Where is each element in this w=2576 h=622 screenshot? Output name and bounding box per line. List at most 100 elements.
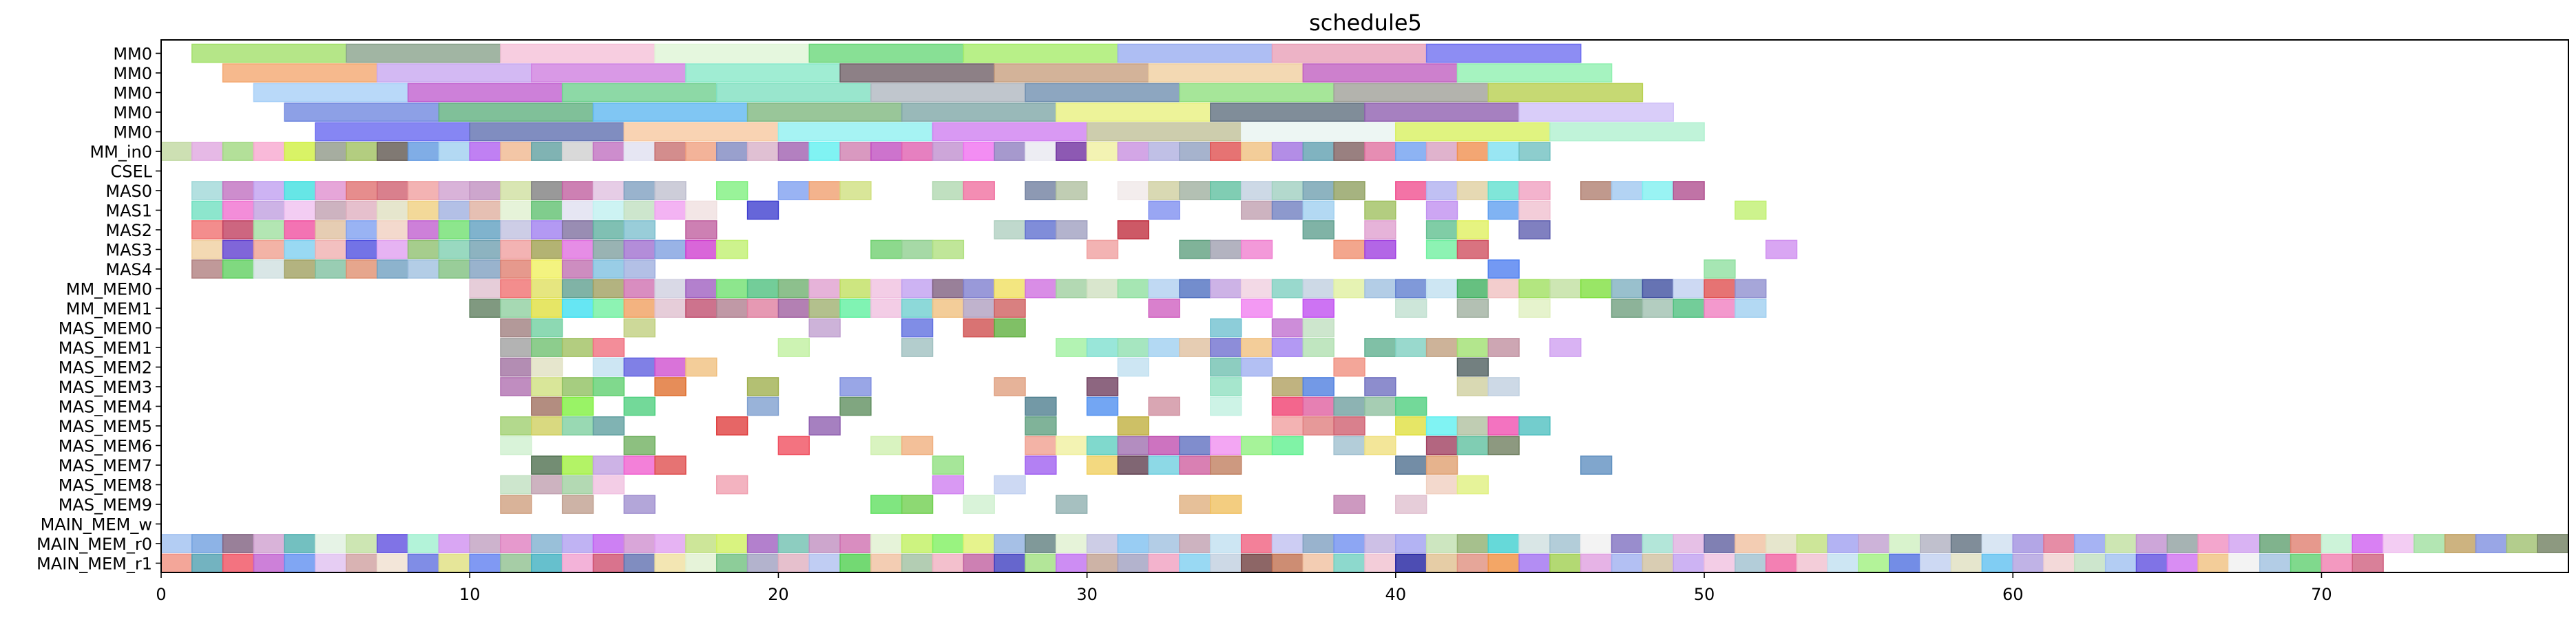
task-bar: [808, 553, 841, 573]
task-bar: [438, 142, 470, 161]
task-bar: [1673, 279, 1705, 299]
task-bar: [746, 299, 779, 318]
task-bar: [531, 455, 563, 475]
task-bar: [623, 181, 656, 200]
task-bar: [1025, 181, 1057, 200]
task-bar: [932, 142, 965, 161]
task-bar: [1179, 142, 1211, 161]
task-bar: [1179, 279, 1211, 299]
task-bar: [1364, 220, 1396, 239]
task-bar: [1549, 534, 1582, 553]
task-bar: [1704, 259, 1736, 279]
x-tick-label: 50: [1694, 585, 1715, 604]
task-bar: [1302, 318, 1334, 338]
task-bar: [623, 553, 656, 573]
task-bar: [1827, 553, 1859, 573]
task-bar: [315, 181, 347, 200]
task-bar: [1240, 279, 1273, 299]
task-bar: [716, 299, 748, 318]
task-bar: [592, 455, 625, 475]
task-bar: [376, 259, 409, 279]
task-bar: [932, 553, 965, 573]
task-bar: [1920, 553, 1952, 573]
task-bar: [500, 377, 532, 396]
task-bar: [531, 318, 563, 338]
task-bar: [1704, 279, 1736, 299]
task-bar: [1302, 299, 1334, 318]
task-bar: [716, 83, 872, 103]
task-bar: [994, 299, 1026, 318]
task-bar: [407, 239, 440, 259]
task-bar: [623, 396, 656, 416]
task-bar: [1920, 534, 1952, 553]
task-bar: [870, 299, 903, 318]
task-bar: [870, 279, 903, 299]
row-label: MAS4: [105, 260, 152, 279]
task-bar: [531, 475, 563, 495]
task-bar: [746, 534, 779, 553]
task-bar: [1487, 553, 1520, 573]
task-bar: [901, 495, 934, 514]
task-bar: [1025, 220, 1057, 239]
task-bar: [623, 318, 656, 338]
task-bar: [1025, 436, 1057, 455]
task-bar: [1704, 299, 1736, 318]
task-bar: [222, 63, 378, 83]
task-bar: [623, 122, 779, 142]
task-bar: [1642, 279, 1674, 299]
task-bar: [623, 534, 656, 553]
task-bar: [1487, 200, 1520, 220]
task-bar: [1364, 142, 1396, 161]
task-bar: [1364, 200, 1396, 220]
task-bar: [1425, 43, 1582, 63]
task-bar: [191, 534, 224, 553]
task-bar: [315, 239, 347, 259]
row-labels: MM0MM0MM0MM0MM0MM_in0CSELMAS0MAS1MAS2MAS…: [36, 45, 161, 574]
task-bar: [716, 553, 748, 573]
task-bar: [1302, 142, 1334, 161]
task-bar: [500, 436, 532, 455]
task-bar: [1611, 534, 1644, 553]
task-bar: [561, 200, 594, 220]
task-bar: [1425, 475, 1458, 495]
task-bar: [1086, 279, 1119, 299]
task-bar: [1271, 396, 1304, 416]
task-bar: [808, 299, 841, 318]
task-bar: [2197, 553, 2230, 573]
task-bar: [1642, 553, 1674, 573]
task-bar: [407, 259, 440, 279]
task-bar: [777, 436, 810, 455]
task-bar: [1117, 436, 1150, 455]
task-bar: [376, 63, 532, 83]
task-bar: [1302, 200, 1334, 220]
x-tick-label: 60: [2002, 585, 2024, 604]
task-bar: [1240, 299, 1273, 318]
task-bar: [592, 239, 625, 259]
task-bar: [1210, 103, 1365, 122]
task-bar: [253, 259, 286, 279]
row-label: MAS_MEM5: [59, 417, 152, 436]
task-bar: [531, 416, 563, 436]
row-label: CSEL: [110, 162, 152, 182]
task-bar: [1518, 534, 1551, 553]
task-bar: [1456, 553, 1489, 573]
task-bar: [346, 259, 378, 279]
task-bar: [1179, 239, 1211, 259]
row-label: MAS_MEM6: [59, 437, 152, 456]
task-bar: [2259, 534, 2292, 553]
task-bar: [222, 239, 255, 259]
task-bar: [839, 142, 872, 161]
task-bar: [901, 436, 934, 455]
task-bar: [1364, 377, 1396, 396]
task-bar: [716, 142, 748, 161]
task-bar: [1704, 553, 1736, 573]
task-bar: [1025, 455, 1057, 475]
task-bar: [1456, 436, 1489, 455]
task-bar: [191, 239, 224, 259]
task-bar: [1395, 553, 1427, 573]
task-bar: [808, 416, 841, 436]
task-bar: [994, 220, 1026, 239]
task-bar: [346, 200, 378, 220]
task-bar: [346, 220, 378, 239]
task-bar: [1580, 553, 1613, 573]
